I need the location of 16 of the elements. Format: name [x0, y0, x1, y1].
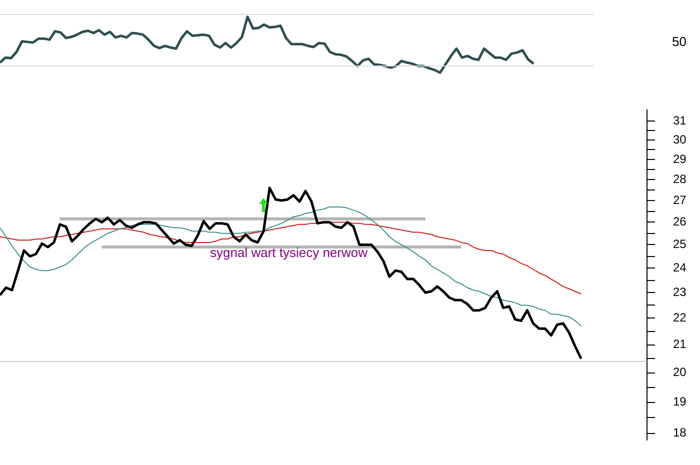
y-tick-label: 26 [673, 214, 687, 229]
y-tick-label: 21 [673, 337, 687, 352]
y-tick-label: 19 [673, 394, 687, 409]
y-tick-label: 23 [673, 284, 687, 299]
y-tick-label: 25 [673, 237, 687, 252]
y-tick-label: 29 [673, 152, 687, 166]
y-tick-label: 31 [673, 114, 687, 128]
y-tick-label: 18 [673, 426, 687, 440]
text: 50 [672, 34, 686, 49]
y-tick-label: 28 [673, 172, 687, 186]
annotation: sygnal wart tysiecy nerwow [210, 245, 368, 260]
y-tick-label: 30 [673, 132, 687, 146]
y-tick-label: 20 [673, 365, 687, 380]
y-tick-label: 27 [673, 192, 687, 207]
y-tick-label: 22 [673, 310, 687, 324]
y-tick-label: 24 [673, 260, 687, 274]
